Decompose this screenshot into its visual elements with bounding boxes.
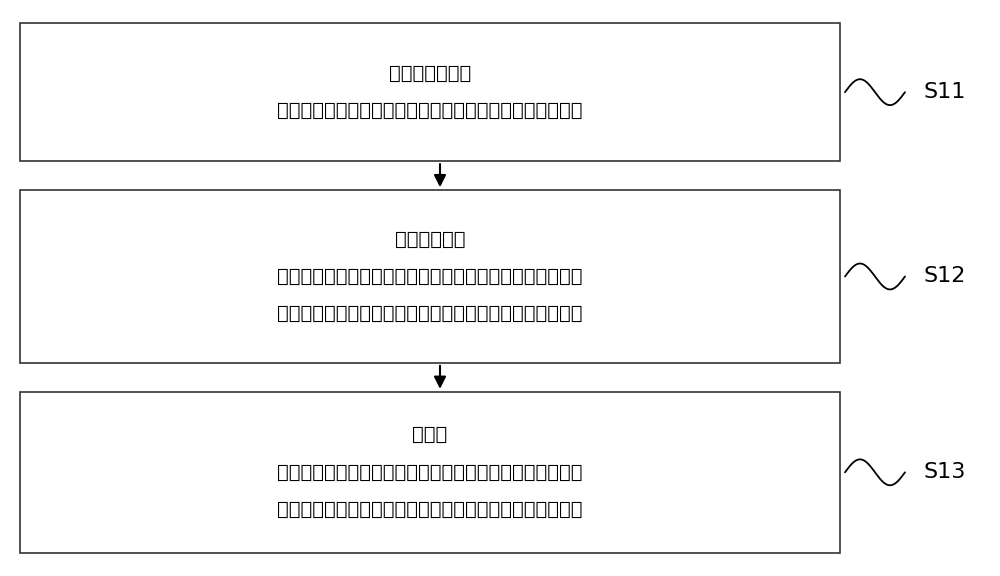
Text: S13: S13 <box>924 463 966 482</box>
Text: S11: S11 <box>924 82 966 102</box>
FancyBboxPatch shape <box>20 392 840 553</box>
Text: 及预警: 及预警 <box>412 426 448 444</box>
Text: 基于离线数据构建训练数据集，利用支持向量回归机训练监: 基于离线数据构建训练数据集，利用支持向量回归机训练监 <box>277 101 583 120</box>
Text: 势特征，基于支持向量分类机建立相应工序阶段下的井下异: 势特征，基于支持向量分类机建立相应工序阶段下的井下异 <box>277 267 583 286</box>
FancyBboxPatch shape <box>20 190 840 363</box>
FancyBboxPatch shape <box>20 23 840 161</box>
Text: 通过计算多个离散化的斜率值，提取特征参数离线数据的趋: 通过计算多个离散化的斜率值，提取特征参数离线数据的趋 <box>277 305 583 323</box>
Text: 利用建立的所述监测参数预测模型和所述井下异常工况监测: 利用建立的所述监测参数预测模型和所述井下异常工况监测 <box>277 501 583 519</box>
Text: 常工况监测器: 常工况监测器 <box>395 230 465 248</box>
Text: 器，基于在线监测数据进一步开展井下异常工况的实时预测: 器，基于在线监测数据进一步开展井下异常工况的实时预测 <box>277 463 583 482</box>
Text: S12: S12 <box>924 267 966 286</box>
Text: 测参数预测模型: 测参数预测模型 <box>389 64 471 83</box>
